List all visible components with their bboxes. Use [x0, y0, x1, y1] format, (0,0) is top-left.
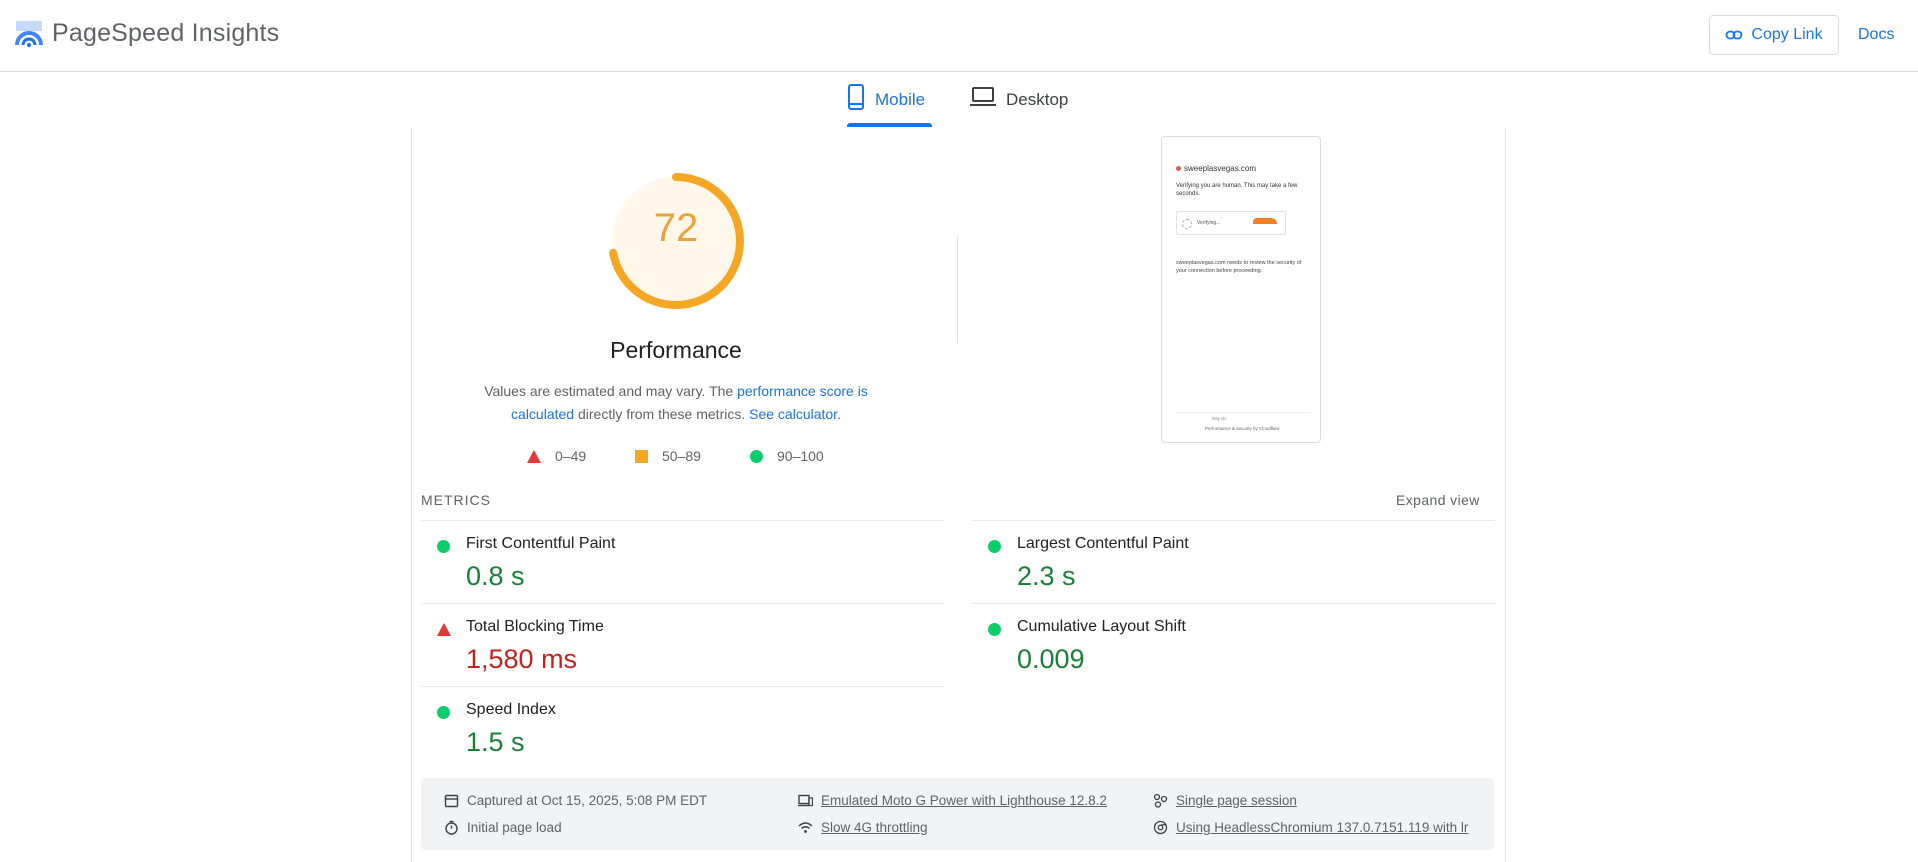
captured-at: Captured at Oct 15, 2025, 5:08 PM EDT — [444, 793, 707, 808]
thumb-perf-text: Performance & security by Cloudflare — [1205, 426, 1280, 431]
desc-text-2: directly from these metrics. — [574, 406, 750, 422]
performance-description: Values are estimated and may vary. The p… — [461, 380, 891, 426]
metric-value: 2.3 s — [1017, 561, 1076, 591]
metric-value: 0.009 — [1017, 644, 1085, 674]
network-throttling: Slow 4G throttling — [798, 820, 928, 835]
top-header: PageSpeed Insights Copy Link Docs — [0, 0, 1918, 72]
gauge-arc — [608, 173, 744, 309]
thumb-ray-id: Ray ID: — [1212, 416, 1228, 421]
metric-value: 1.5 s — [466, 727, 525, 757]
divider — [421, 603, 944, 604]
legend-label: 50–89 — [662, 448, 701, 464]
emulated-device-link[interactable]: Emulated Moto G Power with Lighthouse 12… — [821, 793, 1107, 808]
session-icon — [1153, 793, 1168, 808]
square-icon — [635, 449, 648, 463]
browser-link[interactable]: Using HeadlessChromium 137.0.7151.119 wi… — [1176, 820, 1469, 835]
performance-score-link[interactable]: performance score is calculated — [511, 383, 868, 422]
performance-title: Performance — [610, 337, 742, 363]
app-title: PageSpeed Insights — [52, 19, 280, 47]
divider — [972, 520, 1495, 521]
good-status-icon — [988, 623, 1001, 636]
run-info-panel: Captured at Oct 15, 2025, 5:08 PM EDT In… — [421, 778, 1494, 850]
metric-value: 1,580 ms — [466, 644, 578, 674]
triangle-icon — [527, 449, 541, 463]
tab-mobile-label: Mobile — [875, 90, 926, 109]
docs-link[interactable]: Docs — [1858, 26, 1895, 43]
tab-desktop-label: Desktop — [1006, 90, 1069, 109]
active-tab-indicator — [847, 123, 932, 127]
performance-score: 72 — [653, 206, 699, 250]
metric-name: Total Blocking Time — [466, 618, 604, 635]
good-status-icon — [437, 706, 450, 719]
good-status-icon — [437, 540, 450, 553]
thumb-divider — [1176, 412, 1311, 413]
metric-name: Cumulative Layout Shift — [1017, 618, 1186, 635]
divider — [421, 520, 944, 521]
panel-border-left — [411, 128, 412, 862]
pagespeed-logo-icon — [15, 21, 43, 47]
timer-icon — [445, 820, 458, 835]
emulated-device: Emulated Moto G Power with Lighthouse 12… — [798, 793, 1107, 808]
desc-text-1: Values are estimated and may vary. The — [484, 383, 738, 399]
copy-link-button[interactable]: Copy Link — [1709, 15, 1839, 55]
circle-icon — [750, 449, 763, 463]
initial-page-load: Initial page load — [444, 820, 562, 835]
chrome-icon — [1153, 820, 1168, 835]
legend-label: 0–49 — [555, 448, 587, 464]
metric-name: First Contentful Paint — [466, 535, 616, 552]
desc-text-3: . — [837, 406, 841, 422]
see-calculator-link[interactable]: See calculator — [749, 406, 838, 422]
devices-icon — [798, 794, 813, 807]
metrics-heading: METRICS — [421, 492, 491, 508]
thumb-verify-text: Verifying you are human. This may take a… — [1176, 183, 1298, 197]
wifi-icon — [798, 822, 813, 833]
good-status-icon — [988, 540, 1001, 553]
captured-at-text: Captured at Oct 15, 2025, 5:08 PM EDT — [467, 793, 708, 808]
page-session: Single page session — [1153, 793, 1297, 808]
panel-divider — [957, 237, 958, 343]
metric-name: Largest Contentful Paint — [1017, 535, 1189, 552]
legend-good: 90–100 — [750, 448, 824, 464]
thumb-captcha-box: Verifying... — [1176, 211, 1286, 235]
metric-name: Speed Index — [466, 701, 556, 718]
calendar-icon — [444, 794, 459, 808]
copy-link-label: Copy Link — [1751, 26, 1823, 43]
laptop-icon — [970, 87, 996, 106]
single-page-session-link[interactable]: Single page session — [1176, 793, 1297, 808]
divider — [972, 603, 1495, 604]
thumb-review-text: sweeplasvegas.com needs to review the se… — [1176, 260, 1302, 274]
performance-gauge — [608, 173, 744, 309]
legend-poor: 0–49 — [527, 448, 586, 464]
legend-average: 50–89 — [635, 448, 701, 464]
poor-status-icon — [437, 623, 451, 636]
phone-icon — [848, 84, 864, 110]
tab-desktop[interactable]: Desktop — [970, 84, 1068, 128]
page-screenshot-thumbnail: sweeplasvegas.com Verifying you are huma… — [1161, 136, 1321, 443]
cloudflare-logo-icon — [1253, 218, 1277, 228]
expand-view-button[interactable]: Expand view — [1396, 492, 1480, 508]
link-icon — [1726, 30, 1743, 40]
initial-load-text: Initial page load — [467, 820, 562, 835]
browser-info: Using HeadlessChromium 137.0.7151.119 wi… — [1153, 820, 1468, 835]
thumb-box-text: Verifying... — [1197, 220, 1221, 226]
tab-mobile[interactable]: Mobile — [847, 84, 925, 128]
spinner-icon — [1182, 219, 1192, 229]
legend-label: 90–100 — [777, 448, 824, 464]
metric-value: 0.8 s — [466, 561, 525, 591]
divider — [421, 686, 944, 687]
thumb-site-name: sweeplasvegas.com — [1176, 164, 1256, 173]
throttling-link[interactable]: Slow 4G throttling — [821, 820, 928, 835]
panel-border-right — [1505, 128, 1506, 862]
